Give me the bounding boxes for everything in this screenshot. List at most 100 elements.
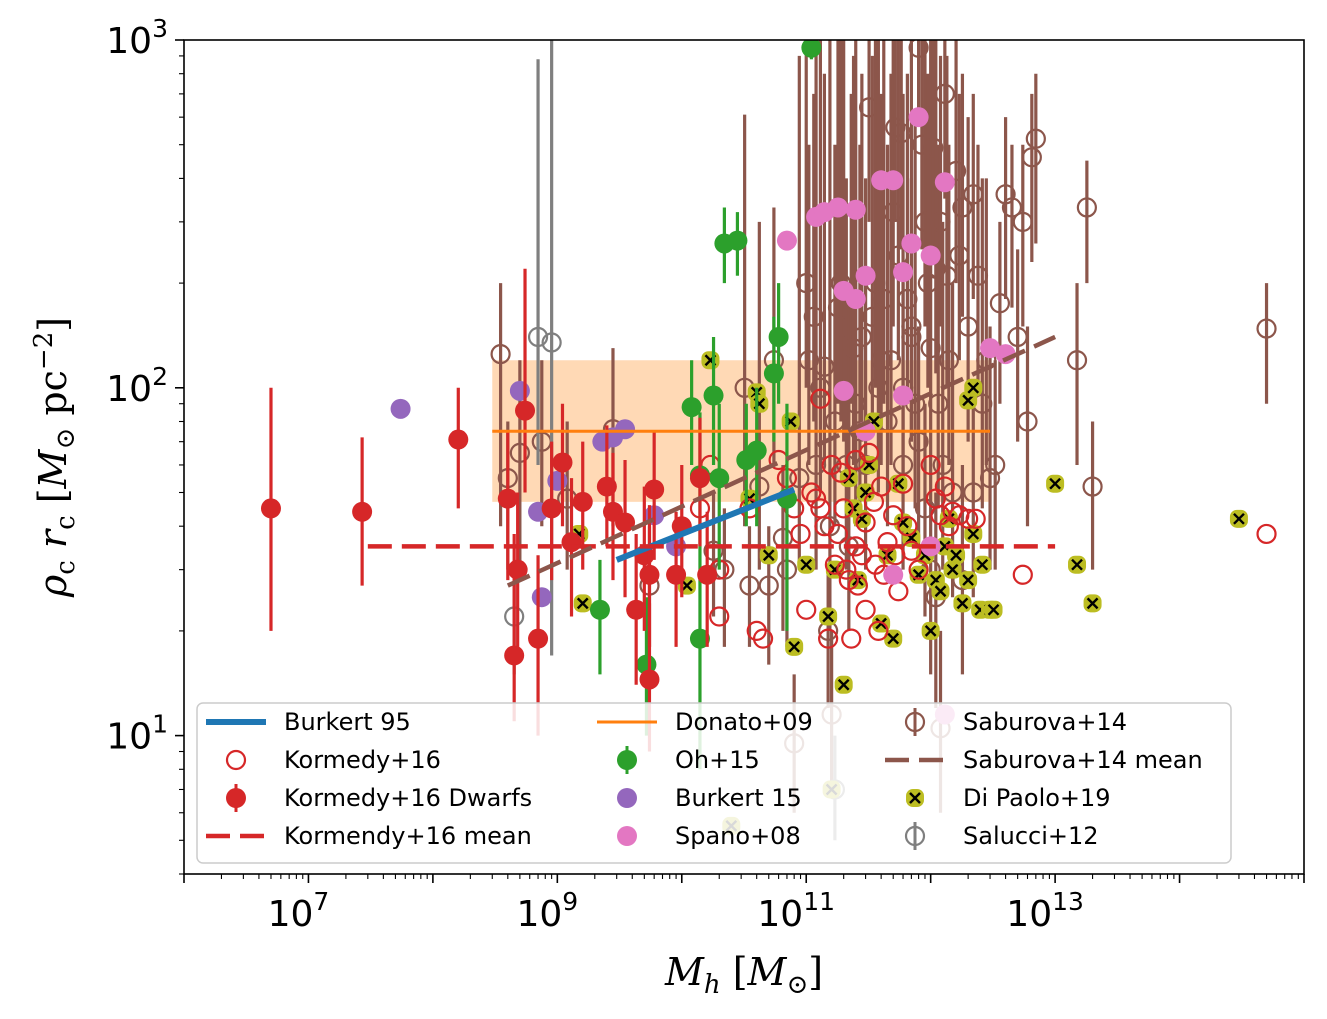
di-paolo-19-point-x [987, 603, 1000, 616]
saburova-14-point [758, 575, 779, 596]
series-spano-08 [776, 107, 1016, 725]
legend-glyph [225, 749, 247, 771]
oh-15-point [801, 40, 822, 58]
legend-label: Saburova+14 [963, 708, 1127, 736]
legend-entry-di-paolo-19: Di Paolo+19 [906, 784, 1111, 812]
spano-08-point [833, 380, 854, 401]
saburova-14-point [934, 83, 955, 104]
kormedy-16-dwarfs-point [515, 400, 536, 421]
legend-label: Salucci+12 [963, 822, 1099, 850]
saburova-14-point [1025, 128, 1046, 149]
kormedy-16-dwarfs-point [552, 452, 573, 473]
kormedy-16-dwarfs-point [561, 532, 582, 553]
legend: Burkert 95 Kormedy+16 Kormedy+16 Dwarfs Kor… [196, 702, 1232, 864]
kormedy-16-dwarfs-point [504, 645, 525, 666]
spano-08-point [855, 265, 876, 286]
kormedy-16-point [897, 516, 918, 537]
saburova-14-point [979, 468, 1001, 489]
saburova-14-point [1017, 411, 1038, 432]
legend-entry-saburova-14: Saburova+14 [904, 708, 1127, 736]
kormedy-16-dwarfs-point [507, 559, 528, 580]
di-paolo-19-point-x [875, 617, 887, 630]
saburova-14-point [880, 350, 902, 371]
kormedy-16-dwarfs-point [644, 479, 665, 500]
spano-08-point [893, 262, 914, 283]
kormedy-16-point [818, 628, 839, 649]
kormedy-16-dwarfs-point [689, 468, 710, 489]
kormedy-16-dwarfs-point [572, 491, 593, 512]
di-paolo-19-point-x [976, 558, 989, 571]
kormedy-16-point [958, 508, 979, 529]
kormedy-16-point [1012, 564, 1033, 585]
di-paolo-19-point-x [967, 528, 980, 540]
kormedy-16-point [805, 488, 827, 509]
kormedy-16-point [934, 476, 955, 497]
spano-08-point [883, 170, 904, 191]
di-paolo-19-point-x [881, 549, 894, 562]
di-paolo-19-point-x [946, 563, 959, 576]
kormedy-16-point [868, 620, 889, 641]
burkert-15-point [531, 587, 552, 608]
legend-glyph [904, 711, 926, 733]
oh-15-point [709, 468, 730, 489]
di-paolo-19-point-x [934, 585, 947, 598]
spano-08-point [893, 385, 914, 406]
legend-entry-burkert-15: Burkert 15 [617, 784, 802, 812]
kormedy-16-dwarfs-point [615, 512, 636, 533]
saburova-14-point [923, 137, 944, 158]
kormedy-16-point [752, 628, 774, 649]
x-tick-label: 1013 [1006, 887, 1084, 935]
legend-label: Kormendy+16 mean [284, 822, 532, 850]
y-tick-label: 101 [106, 710, 168, 758]
spano-08-point [920, 245, 941, 266]
saburova-14-point [1256, 318, 1277, 339]
legend-entry-salucci-12: Salucci+12 [904, 822, 1099, 850]
kormedy-16-point [871, 476, 892, 497]
legend-label: Oh+15 [675, 746, 760, 774]
kormedy-16-dwarfs-point [448, 429, 469, 450]
kormedy-16-point [855, 599, 876, 620]
saburova-14-point [749, 476, 770, 497]
di-paolo-19-point-x [897, 516, 909, 529]
oh-15-point [703, 385, 724, 406]
kormedy-16-dwarfs-point [541, 498, 562, 519]
kormedy-16-point [855, 512, 876, 533]
oh-15-point [589, 599, 610, 620]
kormedy-16-point [836, 559, 857, 580]
saburova-14-point [945, 160, 967, 182]
kormedy-16-point [965, 508, 986, 529]
kormedy-16-point [790, 523, 811, 545]
spano-08-point [776, 230, 797, 251]
di-paolo-19-point-x [800, 558, 813, 571]
legend-entry-saburova-14-mean: Saburova+14 mean [885, 746, 1203, 774]
y-tick-label: 103 [106, 14, 168, 62]
saburova-14-point [1076, 197, 1097, 218]
salucci-12-point [527, 326, 549, 348]
spano-08-point [980, 338, 1001, 359]
kormedy-16-point [824, 554, 846, 575]
plot-frame [183, 39, 1305, 875]
legend-label: Kormedy+16 [284, 746, 441, 774]
saburova-14-point [490, 343, 511, 365]
oh-15-point [636, 654, 657, 675]
di-paolo-19-point-x [788, 640, 801, 653]
legend-glyph [617, 826, 637, 846]
legend-label: Di Paolo+19 [963, 784, 1111, 812]
kormedy-16-dwarfs-point [626, 599, 647, 620]
burkert-15-point [509, 380, 530, 401]
burkert-15-point [615, 419, 636, 440]
saburova-14-point [928, 393, 949, 414]
kormedy-16-dwarfs-point [639, 564, 660, 585]
series-kormedy-16 [689, 388, 1277, 649]
kormedy-16-point [841, 628, 862, 649]
kormedy-16-point [908, 559, 929, 580]
legend-entry-oh-15: Oh+15 [617, 746, 760, 774]
di-paolo-19-point-x [681, 579, 693, 592]
kormedy-16-point [801, 482, 822, 503]
legend-entry-donato-09: Donato+09 [597, 708, 813, 736]
di-paolo-19-point-x [822, 610, 834, 623]
spano-08-point [901, 233, 922, 254]
saburova-14-point [703, 540, 724, 561]
y-axis-title: ρc rc [M⊙ pc−2] [29, 317, 81, 598]
